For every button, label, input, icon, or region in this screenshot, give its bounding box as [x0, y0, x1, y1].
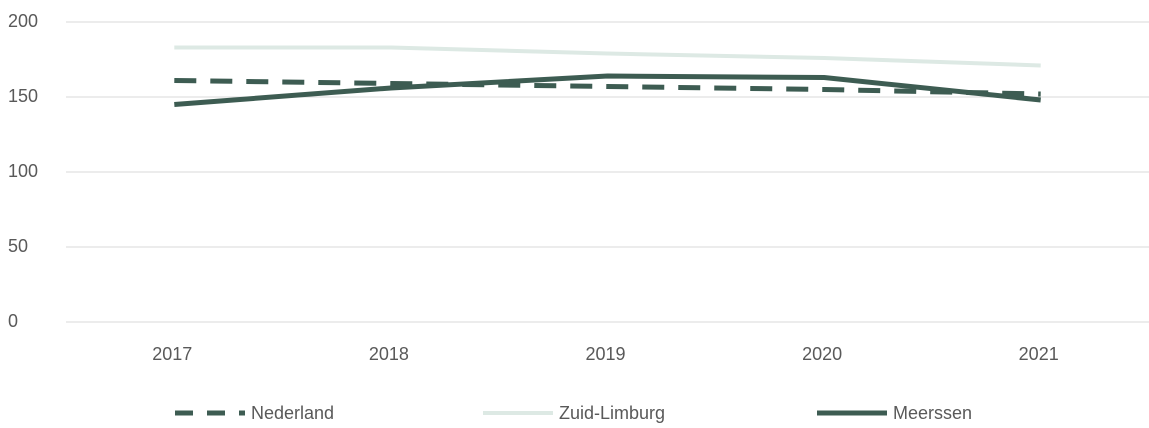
legend-label: Zuid-Limburg: [559, 403, 665, 423]
x-tick-label: 2017: [152, 344, 192, 364]
series-line: [174, 78, 1041, 97]
series-line: [174, 73, 1041, 107]
x-tick-label: 2018: [369, 344, 409, 364]
y-tick-label: 50: [8, 236, 28, 256]
y-tick-label: 0: [8, 311, 18, 331]
x-tick-label: 2020: [802, 344, 842, 364]
x-tick-label: 2021: [1019, 344, 1059, 364]
series-line: [174, 45, 1041, 68]
legend-label: Nederland: [251, 403, 334, 423]
y-tick-label: 150: [8, 86, 38, 106]
legend-label: Meerssen: [893, 403, 972, 423]
y-tick-label: 200: [8, 11, 38, 31]
y-tick-label: 100: [8, 161, 38, 181]
x-tick-label: 2019: [585, 344, 625, 364]
